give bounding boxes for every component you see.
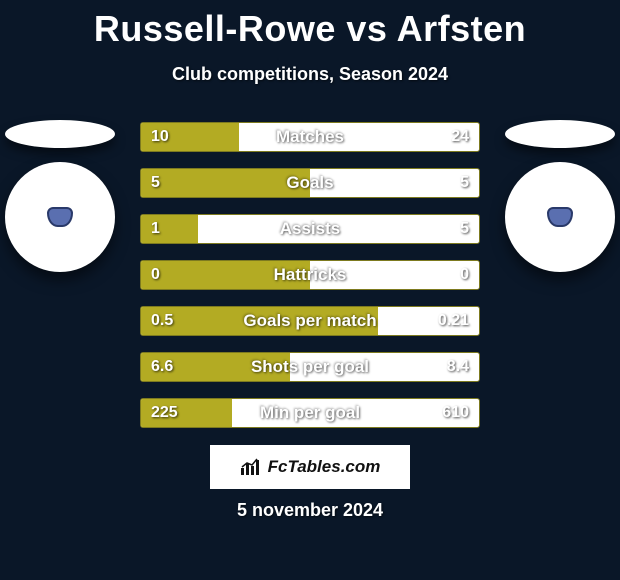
metric-row: 55Goals	[140, 168, 480, 198]
metric-row: 6.68.4Shots per goal	[140, 352, 480, 382]
left-club-circle	[5, 162, 115, 272]
metric-right-value: 0.21	[438, 307, 469, 335]
left-club-badge-icon	[47, 207, 73, 227]
metric-left-fill	[141, 123, 239, 151]
footer-date: 5 november 2024	[0, 500, 620, 521]
right-club-badge-icon	[547, 207, 573, 227]
metric-left-fill	[141, 307, 378, 335]
page-subtitle: Club competitions, Season 2024	[0, 64, 620, 85]
metric-right-value: 8.4	[447, 353, 469, 381]
metric-left-fill	[141, 169, 310, 197]
left-flag-ellipse	[5, 120, 115, 148]
page-title: Russell-Rowe vs Arfsten	[0, 0, 620, 50]
comparison-bars: 1024Matches 55Goals 15Assists 00Hattricks 0.…	[140, 122, 480, 444]
metric-right-value: 24	[451, 123, 469, 151]
left-player-decor	[5, 120, 115, 272]
metric-row: 1024Matches	[140, 122, 480, 152]
right-player-decor	[505, 120, 615, 272]
right-flag-ellipse	[505, 120, 615, 148]
chart-icon	[240, 458, 262, 476]
metric-left-fill	[141, 399, 232, 427]
metric-row: 0.50.21Goals per match	[140, 306, 480, 336]
metric-left-fill	[141, 261, 310, 289]
metric-right-value: 5	[460, 215, 469, 243]
metric-right-value: 610	[442, 399, 469, 427]
metric-right-value: 0	[460, 261, 469, 289]
metric-left-fill	[141, 353, 290, 381]
branding-badge: FcTables.com	[210, 445, 410, 489]
metric-row: 225610Min per goal	[140, 398, 480, 428]
right-club-circle	[505, 162, 615, 272]
metric-left-fill	[141, 215, 198, 243]
metric-row: 15Assists	[140, 214, 480, 244]
metric-row: 00Hattricks	[140, 260, 480, 290]
metric-right-value: 5	[460, 169, 469, 197]
branding-text: FcTables.com	[268, 457, 381, 477]
